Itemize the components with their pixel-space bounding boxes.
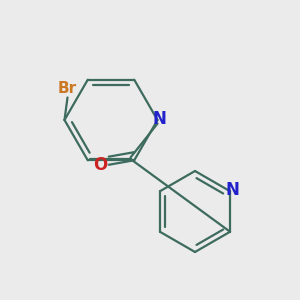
Text: Br: Br — [58, 81, 77, 96]
Text: O: O — [93, 156, 107, 174]
Text: N: N — [153, 110, 167, 128]
Text: N: N — [226, 181, 239, 199]
